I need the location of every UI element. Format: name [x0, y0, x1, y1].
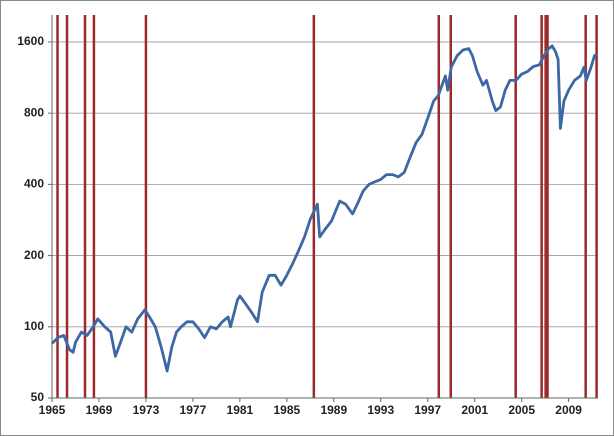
x-tick-label: 1985	[273, 403, 300, 417]
x-tick-label: 1981	[227, 403, 254, 417]
y-tick-label: 50	[31, 390, 45, 404]
x-tick-label: 1993	[367, 403, 394, 417]
x-tick-label: 1965	[39, 403, 66, 417]
series-line	[51, 44, 598, 373]
y-tick-label: 200	[24, 248, 44, 262]
x-tick-label: 1977	[180, 403, 207, 417]
y-tick-label: 400	[24, 177, 44, 191]
x-tick-label: 1997	[414, 403, 441, 417]
x-tick-label: 2005	[508, 403, 535, 417]
x-tick-label: 1973	[133, 403, 160, 417]
x-tick-label: 1989	[320, 403, 347, 417]
y-tick-label: 1600	[17, 34, 44, 48]
y-tick-label: 800	[24, 105, 44, 119]
y-tick-label: 100	[24, 319, 44, 333]
x-tick-label: 2001	[461, 403, 488, 417]
x-tick-label: 2009	[555, 403, 582, 417]
x-tick-label: 1969	[86, 403, 113, 417]
